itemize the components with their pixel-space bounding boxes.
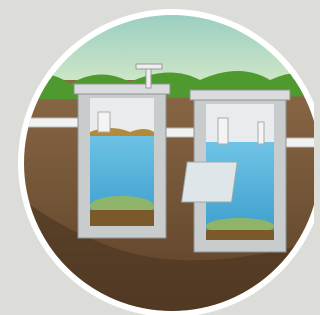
page: html, body { margin: 0; padding: 0; widt… [0, 0, 314, 315]
right-sludge-bottom [206, 230, 274, 240]
filter-block [182, 162, 238, 202]
vent-cap [136, 64, 162, 69]
right-baffle [218, 118, 228, 144]
outlet-baffle [258, 122, 264, 144]
left-tank-lid [74, 84, 170, 94]
septic-illustration [0, 0, 314, 315]
right-tank-lid [190, 90, 290, 100]
filter-media [182, 162, 238, 202]
left-baffle [98, 112, 110, 132]
left-sludge-bottom [90, 210, 154, 226]
page-body: {} [0, 0, 314, 315]
